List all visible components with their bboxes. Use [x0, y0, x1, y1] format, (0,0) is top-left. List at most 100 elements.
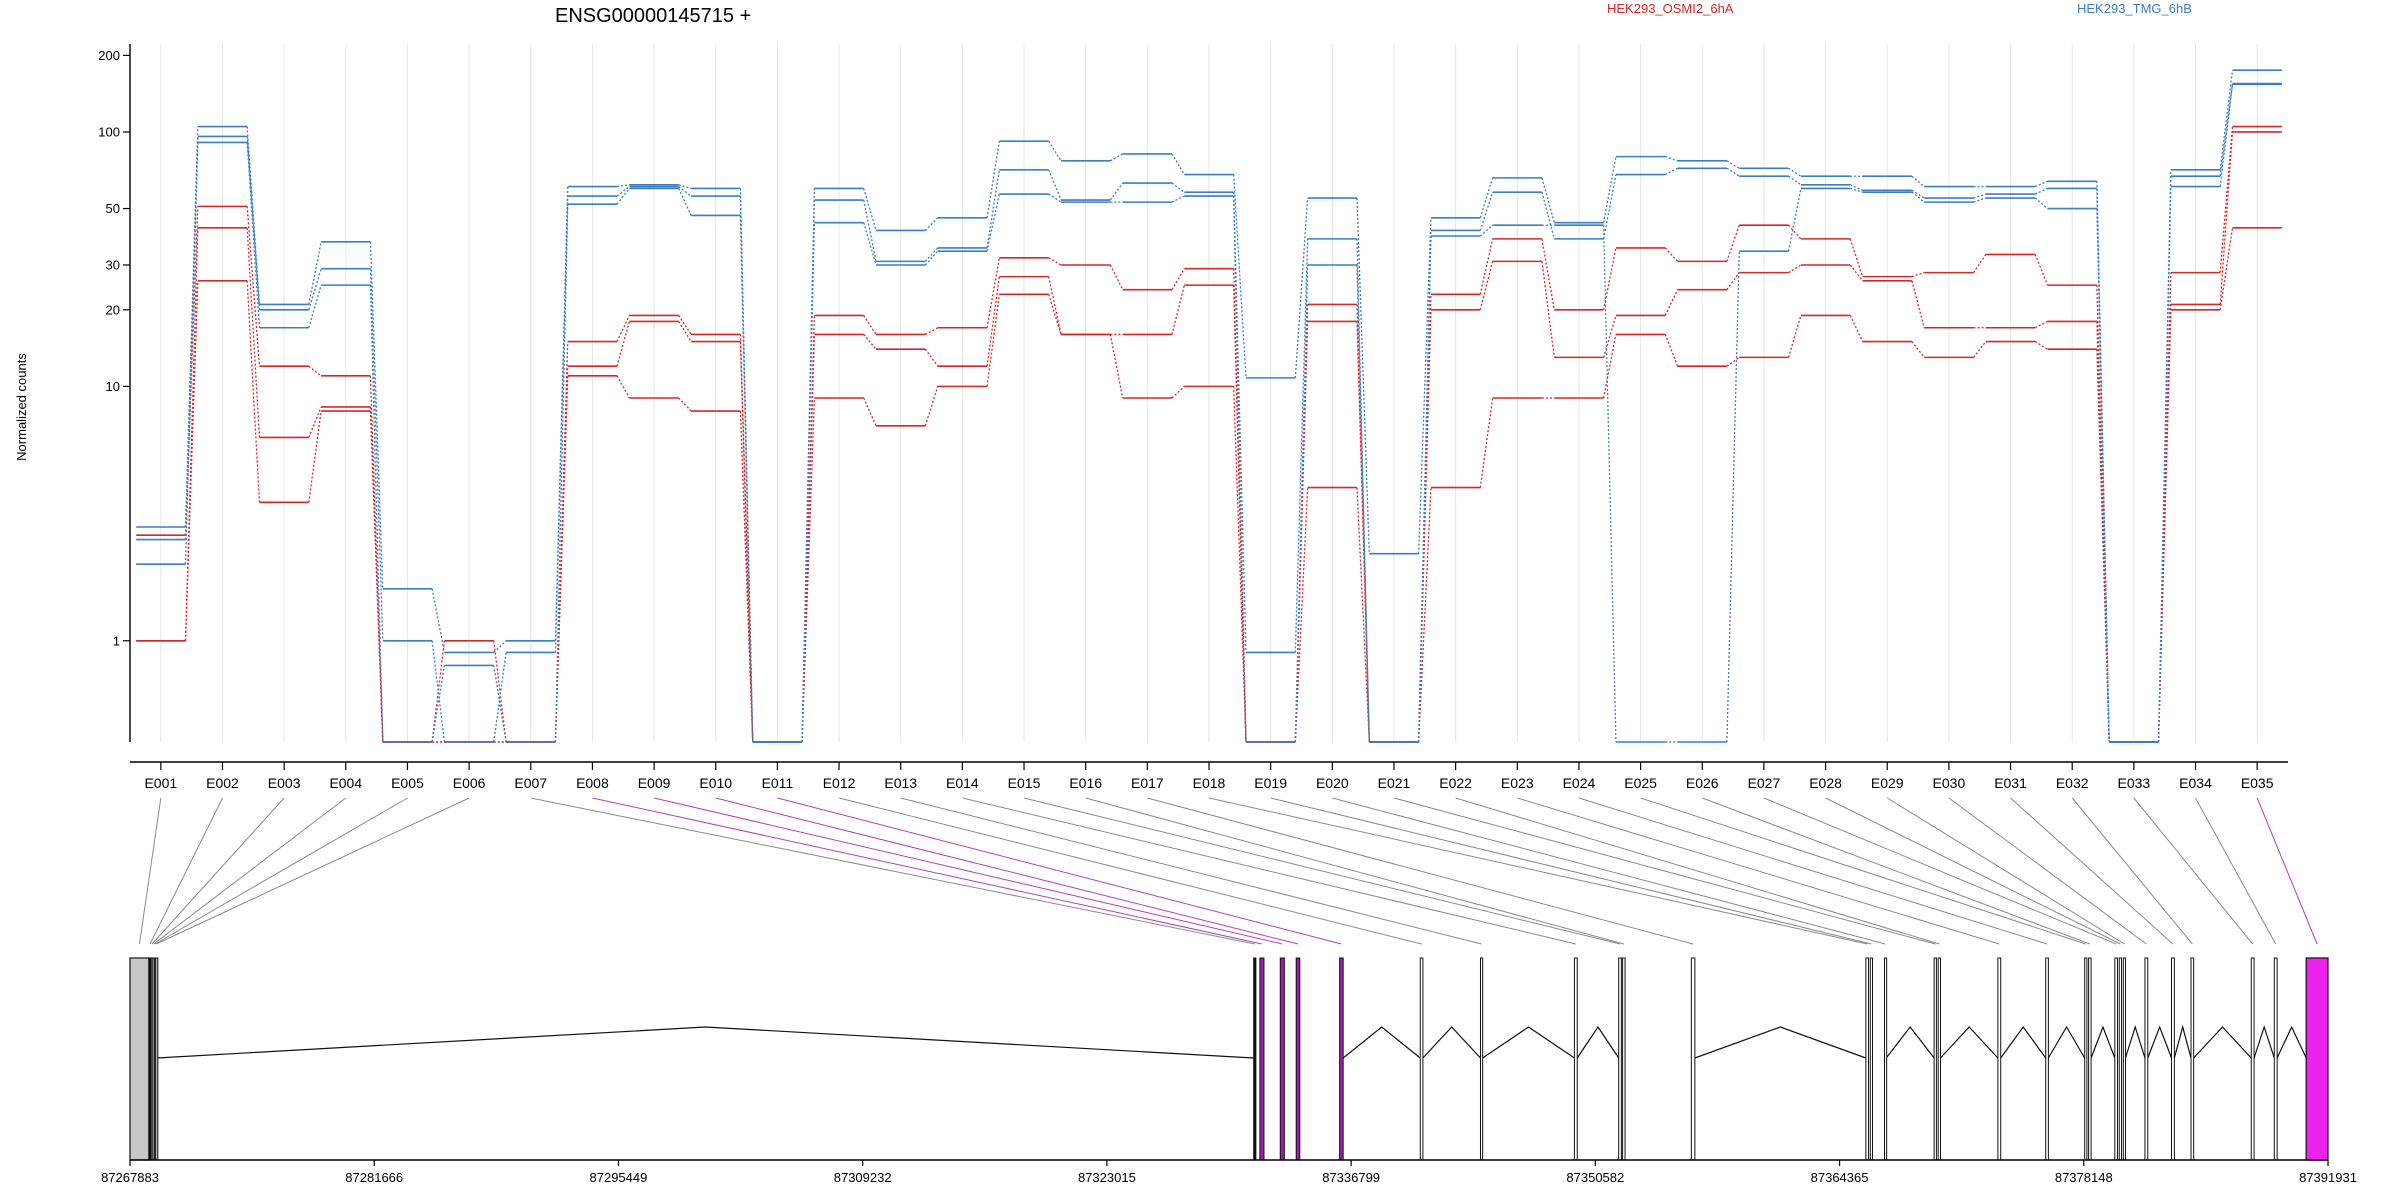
exon-block-e013	[1479, 957, 1484, 1161]
transition-segment	[678, 184, 692, 190]
transition-segment	[1356, 264, 1370, 743]
intron-junction	[2253, 1025, 2275, 1059]
transition-segment	[1294, 321, 1309, 743]
connector-e024	[1578, 797, 2048, 945]
x-tick-label-e012: E012	[823, 775, 856, 791]
transition-segment	[1294, 238, 1309, 653]
exon-block-e010	[1295, 957, 1301, 1161]
x-tick-label-e008: E008	[576, 775, 609, 791]
y-axis-ticks: 1 10 20 30 50 100 200	[98, 48, 130, 648]
x-tick-label-e003: E003	[268, 775, 301, 791]
transition-segment	[1664, 247, 1679, 262]
connector-e013	[900, 797, 1482, 945]
exon-block-e029	[2122, 957, 2127, 1161]
transition-segment	[554, 204, 569, 743]
connector-e017	[1147, 797, 1694, 945]
transition-segment	[1479, 261, 1494, 310]
x-tick-label-e005: E005	[391, 775, 424, 791]
vertical-gridlines	[160, 44, 2258, 742]
connector-e028	[1825, 797, 2121, 945]
transition-segment	[1479, 191, 1494, 231]
transition-segment	[246, 126, 261, 305]
transition-segment	[1602, 334, 1617, 399]
transition-segment	[616, 186, 630, 197]
y-axis-label: Normalized counts	[14, 353, 29, 461]
transition-segment	[1171, 268, 1185, 290]
transition-segment	[1911, 271, 1925, 278]
transition-segment	[2034, 341, 2048, 350]
connector-e019	[1270, 797, 1872, 945]
transition-segment	[493, 652, 507, 743]
transition-segment	[1849, 315, 1864, 342]
exon-block-e035	[2305, 957, 2329, 1161]
transition-segment	[1664, 167, 1678, 176]
transition-segment	[986, 141, 1001, 218]
exon-block-e027	[2114, 957, 2118, 1161]
series-line-6	[136, 83, 2282, 743]
transition-segment	[308, 241, 322, 305]
intron-junction	[2000, 1025, 2047, 1059]
transition-segment	[369, 268, 384, 641]
transition-segment	[1602, 156, 1617, 223]
transition-segment	[1233, 196, 1247, 743]
transition-segment	[2034, 197, 2048, 210]
transition-segment	[986, 193, 1001, 252]
transition-segment	[1849, 264, 1864, 282]
transition-segment	[1479, 177, 1494, 218]
x-tick-label-e019: E019	[1254, 775, 1287, 791]
transition-segment	[1048, 140, 1062, 162]
transition-segment	[1356, 487, 1370, 743]
transition-segment	[678, 397, 692, 412]
transition-segment	[1541, 261, 1555, 358]
transition-segment	[1417, 235, 1432, 743]
transition-segment	[1726, 225, 1740, 262]
transition-segment	[184, 142, 199, 565]
transition-segment	[1110, 153, 1123, 162]
connector-e021	[1393, 797, 1936, 945]
x-tick-label-e026: E026	[1686, 775, 1719, 791]
transition-segment	[431, 588, 446, 653]
connector-e003	[151, 797, 285, 945]
x-tick-label-e027: E027	[1748, 775, 1781, 791]
transition-segment	[431, 665, 446, 743]
connector-e032	[2071, 797, 2193, 945]
transition-segment	[1787, 188, 1802, 252]
transition-segment	[616, 315, 631, 342]
transition-segment	[1973, 341, 1987, 358]
connector-e031	[2010, 797, 2174, 945]
transition-segment	[1479, 238, 1494, 295]
legend-label-osmi2: HEK293_OSMI2_6hA	[1607, 1, 1734, 16]
intron-junction	[2090, 1025, 2116, 1059]
connector-e007	[530, 797, 1255, 945]
exon-block-e019	[1869, 957, 1874, 1161]
transition-segment	[1973, 254, 1987, 273]
transition-segment	[1109, 182, 1124, 201]
exon-block-e006	[155, 957, 159, 1161]
transition-segment	[493, 640, 507, 743]
x-tick-label-e021: E021	[1378, 775, 1411, 791]
genomic-tick-label: 87267883	[101, 1170, 159, 1185]
x-tick-label-e035: E035	[2241, 775, 2274, 791]
x-tick-label-e014: E014	[946, 775, 979, 791]
transition-segment	[1911, 175, 1925, 188]
connector-e025	[1640, 797, 2086, 945]
intron-junction	[2124, 1024, 2146, 1059]
transition-segment	[2219, 227, 2234, 310]
exon-block-e022	[1937, 957, 1941, 1161]
x-tick-label-e032: E032	[2056, 775, 2089, 791]
transition-segment	[863, 397, 877, 427]
x-tick-label-e001: E001	[144, 775, 177, 791]
genomic-coordinate-axis: 87267883 87281666 87295449 87309232 87323015…	[101, 1159, 2357, 1185]
transition-segment	[2034, 320, 2048, 329]
transition-segment	[2219, 84, 2234, 187]
y-tick-label: 200	[98, 48, 120, 63]
x-tick-label-e007: E007	[514, 775, 547, 791]
transition-segment	[1849, 184, 1863, 191]
transition-segment	[246, 142, 261, 328]
connector-e035	[2256, 797, 2318, 945]
connector-e010	[715, 797, 1299, 945]
transition-segment	[493, 640, 507, 653]
transition-segment	[1726, 272, 1740, 291]
exon-block-e016	[1622, 957, 1626, 1161]
connector-e030	[1948, 797, 2147, 945]
